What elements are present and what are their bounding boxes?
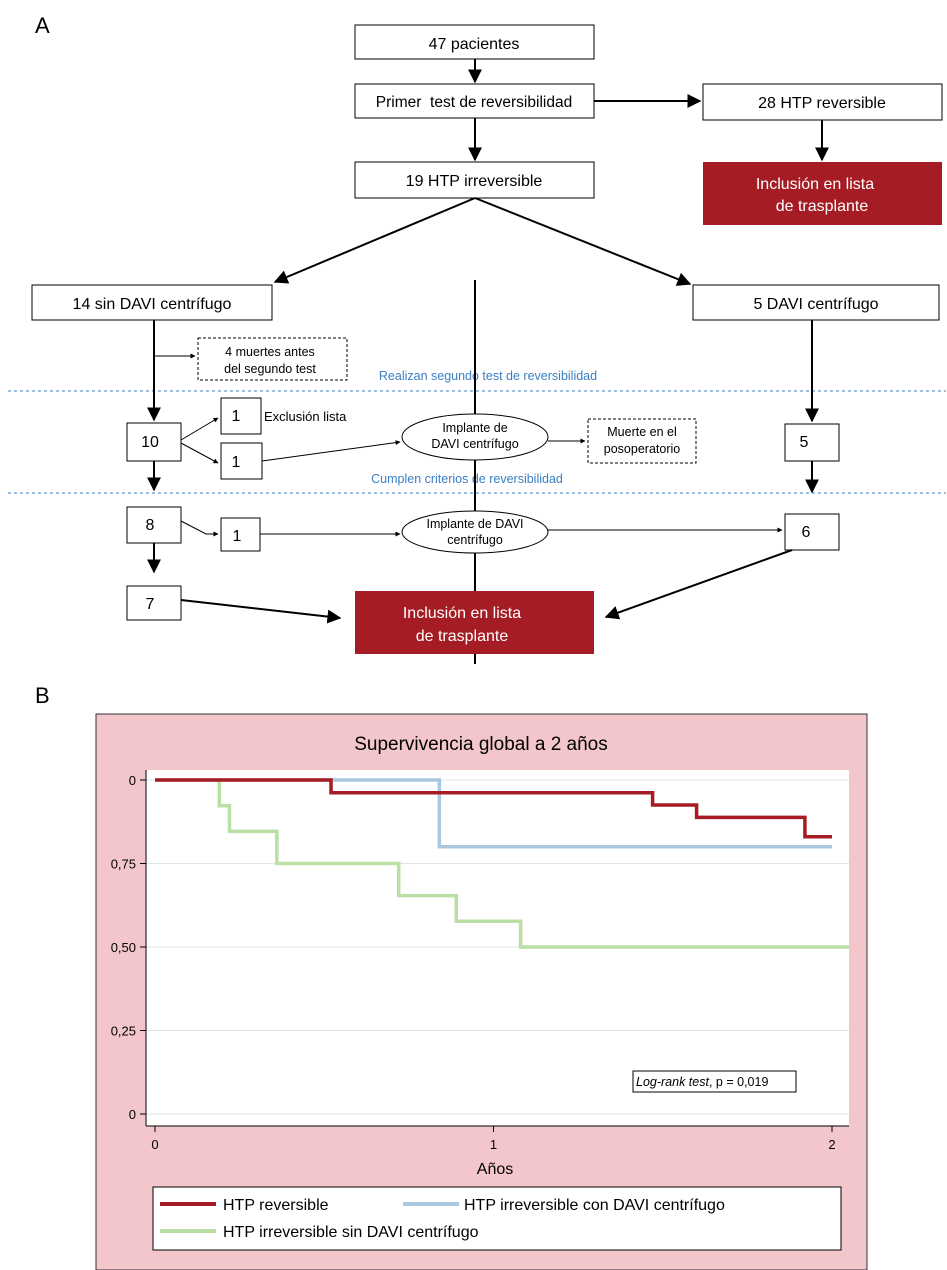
arrow-irreversible-con — [474, 197, 692, 286]
text-implante2-2: centrífugo — [447, 533, 503, 547]
box-n10 — [126, 422, 182, 462]
text-implante2-1: Implante de DAVI — [426, 517, 523, 531]
text-implante1-n: 1 — [232, 454, 241, 471]
text-exclusion-n: 1 — [232, 408, 241, 425]
note-criterios: Cumplen criterios de reversibilidad — [371, 472, 563, 486]
text-implante2-n: 1 — [233, 528, 242, 545]
box-n5 — [784, 423, 840, 462]
text-muerte-poso-2: posoperatorio — [604, 442, 680, 456]
box-muertes-antes — [197, 337, 348, 381]
box-exclusion — [220, 397, 262, 435]
text-inclusion-bottom-2: de trasplante — [416, 628, 509, 645]
legend-box — [152, 1186, 842, 1251]
panel-b: B Supervivencia global a 2 años 0 0,25 0,5… — [35, 683, 868, 1270]
arrow-n10-exclusion — [180, 417, 219, 441]
arrow-implante1n-ellipse — [261, 440, 401, 462]
y-tick-label: 0,25 — [111, 1024, 136, 1039]
panel-b-label: B — [35, 683, 50, 708]
text-sin-davi: 14 sin DAVI centrífugo — [73, 296, 232, 313]
text-inclusion-top-2: de trasplante — [776, 198, 869, 215]
text-n5: 5 — [800, 434, 809, 451]
box-n8 — [126, 506, 182, 544]
x-tick-label: 2 — [828, 1137, 835, 1152]
arrow-irreversible-sin — [273, 197, 476, 284]
grid-layer — [146, 779, 849, 1115]
arrow-n7-inclusion — [180, 599, 342, 624]
panel-a-label: A — [35, 13, 50, 38]
y-tick-label: 0,50 — [111, 940, 136, 955]
logrank-annotation-box — [632, 1070, 797, 1093]
text-n10: 10 — [141, 434, 159, 451]
logrank-annotation: Log-rank test, p = 0,019 — [636, 1075, 768, 1089]
box-htp-irreversible — [354, 161, 595, 199]
text-exclusion-label: Exclusión lista — [264, 409, 347, 424]
legend-label-2: HTP irreversible sin DAVI centrífugo — [223, 1224, 479, 1241]
box-con-davi — [692, 284, 940, 321]
connectors — [147, 59, 829, 664]
text-inclusion-bottom-1: Inclusión en lista — [403, 605, 521, 622]
y-tick-label: 0,75 — [111, 857, 136, 872]
text-muerte-poso-1: Muerte en el — [607, 425, 676, 439]
box-n6 — [784, 513, 840, 551]
text-primer-test: Primer test de reversibilidad — [376, 94, 572, 111]
arrow-n8-implante2n — [180, 520, 219, 537]
box-n7 — [126, 585, 182, 621]
x-tick-label: 0 — [151, 1137, 158, 1152]
text-con-davi: 5 DAVI centrífugo — [753, 296, 878, 313]
box-pacientes — [354, 24, 595, 60]
legend-label-0: HTP reversible — [223, 1197, 329, 1214]
text-htp-reversible: 28 HTP reversible — [758, 95, 886, 112]
panel-a: A 47 pacientes Primer test de reversibil… — [8, 13, 946, 664]
box-htp-reversible — [702, 83, 943, 121]
legend-label-1: HTP irreversible con DAVI centrífugo — [464, 1197, 725, 1214]
box-implante2-n — [220, 517, 261, 552]
text-n8: 8 — [146, 517, 155, 534]
y-tick-label: 0 — [129, 773, 136, 788]
box-inclusion-top — [703, 162, 942, 225]
arrow-n10-implante1n — [180, 442, 219, 464]
series-layer — [155, 778, 849, 949]
text-n7: 7 — [146, 596, 155, 613]
y-tick-label: 0 — [129, 1107, 136, 1122]
note-segundo-test: Realizan segundo test de reversibilidad — [379, 369, 597, 383]
text-implante1-1: Implante de — [442, 421, 507, 435]
survival-curve-2 — [155, 778, 849, 949]
box-sin-davi — [31, 284, 273, 321]
text-n6: 6 — [802, 524, 811, 541]
survival-curve-0 — [155, 778, 832, 839]
x-axis-title: Años — [477, 1161, 513, 1178]
text-muertes-antes-2: del segundo test — [224, 362, 316, 376]
box-primer-test — [354, 83, 595, 119]
arrow-n6-inclusion — [604, 549, 793, 620]
text-implante1-2: DAVI centrífugo — [431, 437, 518, 451]
logrank-annotation-rest: , p = 0,019 — [709, 1075, 768, 1089]
logrank-annotation-italic: Log-rank test — [636, 1075, 709, 1089]
text-pacientes: 47 pacientes — [429, 36, 520, 53]
box-muerte-poso — [587, 418, 697, 464]
text-htp-irreversible: 19 HTP irreversible — [406, 173, 543, 190]
chart-title: Supervivencia global a 2 años — [354, 734, 608, 755]
box-inclusion-bottom — [355, 591, 594, 654]
text-inclusion-top-1: Inclusión en lista — [756, 176, 874, 193]
box-implante1-n — [220, 442, 263, 480]
text-muertes-antes-1: 4 muertes antes — [225, 345, 315, 359]
x-tick-label: 1 — [490, 1137, 497, 1152]
